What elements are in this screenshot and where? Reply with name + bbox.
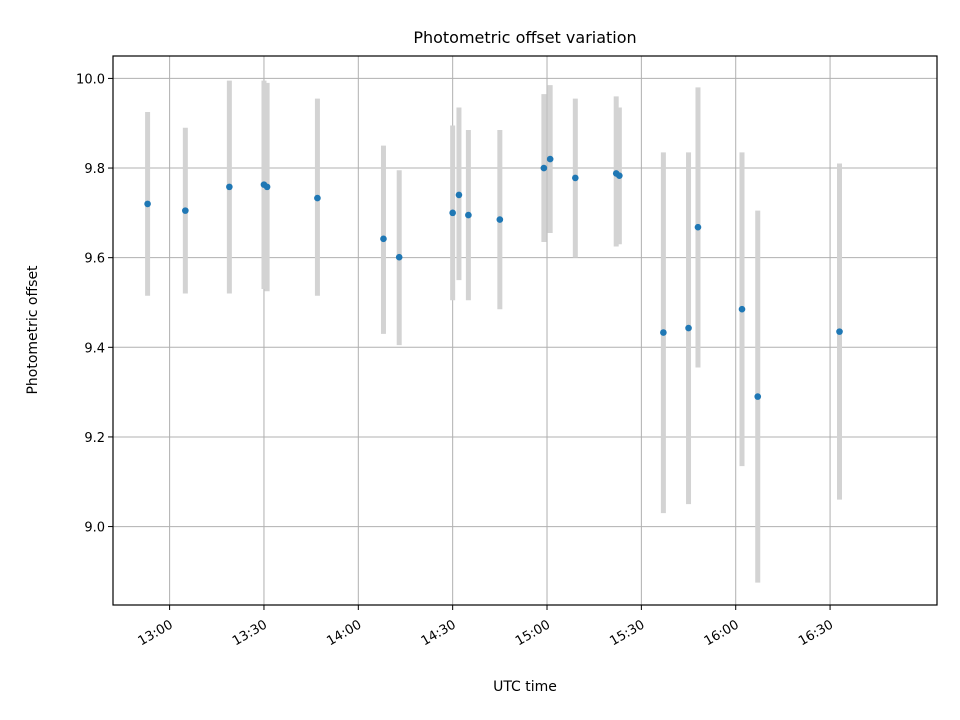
data-point: [546, 155, 554, 163]
y-tick-label: 9.2: [84, 431, 105, 446]
data-point: [540, 164, 548, 172]
data-point: [465, 211, 472, 219]
y-axis: 9.0 9.2 9.4 9.6 9.8 10.0: [76, 72, 113, 536]
data-point: [449, 209, 456, 217]
data-point: [754, 393, 762, 400]
y-tick-label: 9.6: [84, 252, 105, 267]
data-point: [182, 207, 189, 214]
data-point: [380, 235, 387, 243]
data-point: [685, 324, 692, 332]
grid: [113, 56, 937, 605]
y-tick-label: 9.8: [84, 162, 105, 177]
data-point: [694, 223, 702, 231]
data-point: [738, 305, 746, 313]
data-point: [395, 253, 403, 261]
data-point: [616, 172, 623, 179]
data-point: [144, 200, 151, 208]
y-axis-label: Photometric offset: [25, 265, 41, 395]
data-point: [836, 328, 843, 335]
data-point: [314, 194, 321, 202]
y-tick-label: 9.4: [84, 341, 105, 356]
data-point: [572, 174, 579, 182]
data-point: [660, 329, 667, 336]
data-point: [263, 183, 271, 191]
x-axis-label: UTC time: [493, 679, 557, 695]
chart-title: Photometric offset variation: [413, 28, 636, 47]
data-point: [226, 183, 233, 191]
data-points: [144, 155, 843, 400]
y-tick-label: 10.0: [76, 72, 105, 87]
data-point: [496, 216, 504, 223]
y-tick-label: 9.0: [84, 521, 105, 536]
data-point: [455, 191, 463, 199]
plot-frame: [112, 55, 938, 606]
